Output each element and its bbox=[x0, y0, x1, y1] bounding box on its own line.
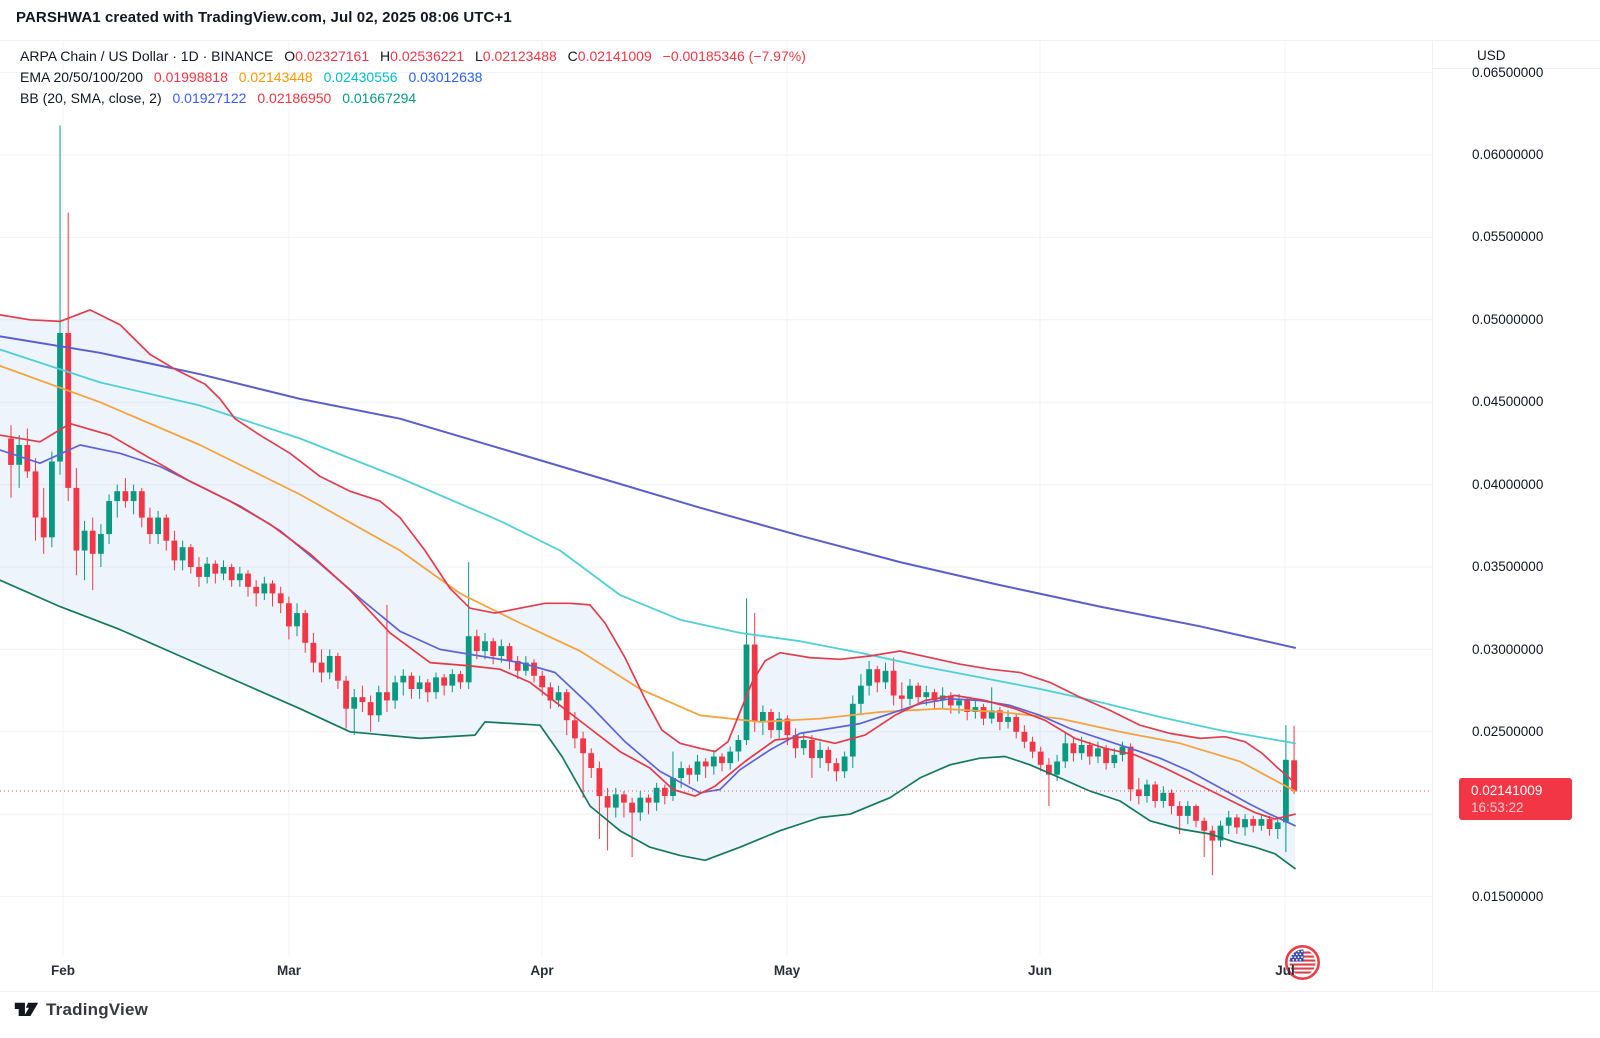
bb-basis-value: 0.01927122 bbox=[172, 90, 247, 106]
tradingview-logo[interactable]: TradingView bbox=[14, 1000, 148, 1020]
ema200-value: 0.03012638 bbox=[408, 69, 483, 85]
bb-lower-value: 0.01667294 bbox=[342, 90, 417, 106]
open-value: 0.02327161 bbox=[295, 48, 370, 64]
legend-bb-row[interactable]: BB (20, SMA, close, 2) 0.01927122 0.0218… bbox=[20, 88, 806, 109]
low-label: L bbox=[475, 48, 483, 64]
legend-symbol-row[interactable]: ARPA Chain / US Dollar · 1D · BINANCE O0… bbox=[20, 46, 806, 67]
time-scale-divider bbox=[0, 991, 1600, 992]
price-axis-label: 0.05500000 bbox=[1472, 229, 1544, 244]
price-axis-label: 0.03500000 bbox=[1472, 559, 1544, 574]
price-axis-label: 0.04500000 bbox=[1472, 394, 1544, 409]
ema20-value: 0.01998818 bbox=[153, 69, 228, 85]
header-divider bbox=[0, 40, 1600, 41]
close-label: C bbox=[567, 48, 578, 64]
bar-countdown: 16:53:22 bbox=[1471, 800, 1524, 815]
ema-label[interactable]: EMA 20/50/100/200 bbox=[20, 69, 143, 85]
price-axis-label: 0.06500000 bbox=[1472, 65, 1544, 80]
price-axis-label: 0.06000000 bbox=[1472, 147, 1544, 162]
last-price-value: 0.02141009 bbox=[1471, 783, 1543, 798]
price-scale-divider bbox=[1432, 68, 1600, 69]
month-label: Apr bbox=[530, 963, 554, 978]
price-axis-label: 0.01500000 bbox=[1472, 889, 1544, 904]
currency-label: USD bbox=[1477, 48, 1506, 63]
tradingview-logo-icon bbox=[14, 1002, 39, 1016]
price-scale-border bbox=[1432, 40, 1433, 991]
candlestick-chart bbox=[0, 40, 1432, 956]
month-label: Feb bbox=[50, 963, 76, 978]
price-axis-label: 0.03000000 bbox=[1472, 642, 1544, 657]
high-label: H bbox=[380, 48, 391, 64]
us-flag-badge bbox=[1284, 944, 1321, 981]
symbol-title[interactable]: ARPA Chain / US Dollar · 1D · BINANCE bbox=[20, 48, 274, 64]
legend: ARPA Chain / US Dollar · 1D · BINANCE O0… bbox=[20, 46, 806, 109]
time-scale[interactable]: Feb Mar Apr May Jun Jul bbox=[0, 956, 1432, 991]
legend-ema-row[interactable]: EMA 20/50/100/200 0.01998818 0.02143448 … bbox=[20, 67, 806, 88]
change-value: −0.00185346 (−7.97%) bbox=[662, 48, 806, 64]
chart-pane[interactable] bbox=[0, 40, 1432, 981]
price-axis-label: 0.04000000 bbox=[1472, 477, 1544, 492]
high-value: 0.02536221 bbox=[390, 48, 465, 64]
month-label: Jul bbox=[1275, 963, 1295, 978]
price-scale[interactable]: USD 0.06500000 0.06000000 0.05500000 0.0500… bbox=[1432, 40, 1600, 956]
open-label: O bbox=[284, 48, 296, 64]
ema50-value: 0.02143448 bbox=[238, 69, 313, 85]
close-value: 0.02141009 bbox=[577, 48, 652, 64]
month-label: Jun bbox=[1027, 963, 1053, 978]
ema100-value: 0.02430556 bbox=[323, 69, 398, 85]
last-price-tag: 0.02141009 16:53:22 bbox=[1459, 778, 1572, 820]
price-axis-label: 0.05000000 bbox=[1472, 312, 1544, 327]
price-axis-label: 0.02500000 bbox=[1472, 724, 1544, 739]
page-title: PARSHWA1 created with TradingView.com, J… bbox=[16, 9, 512, 26]
bb-label[interactable]: BB (20, SMA, close, 2) bbox=[20, 90, 162, 106]
month-label: May bbox=[773, 963, 801, 978]
bb-upper-value: 0.02186950 bbox=[257, 90, 332, 106]
tradingview-logo-text: TradingView bbox=[46, 1000, 149, 1019]
month-label: Mar bbox=[276, 963, 302, 978]
low-value: 0.02123488 bbox=[482, 48, 557, 64]
